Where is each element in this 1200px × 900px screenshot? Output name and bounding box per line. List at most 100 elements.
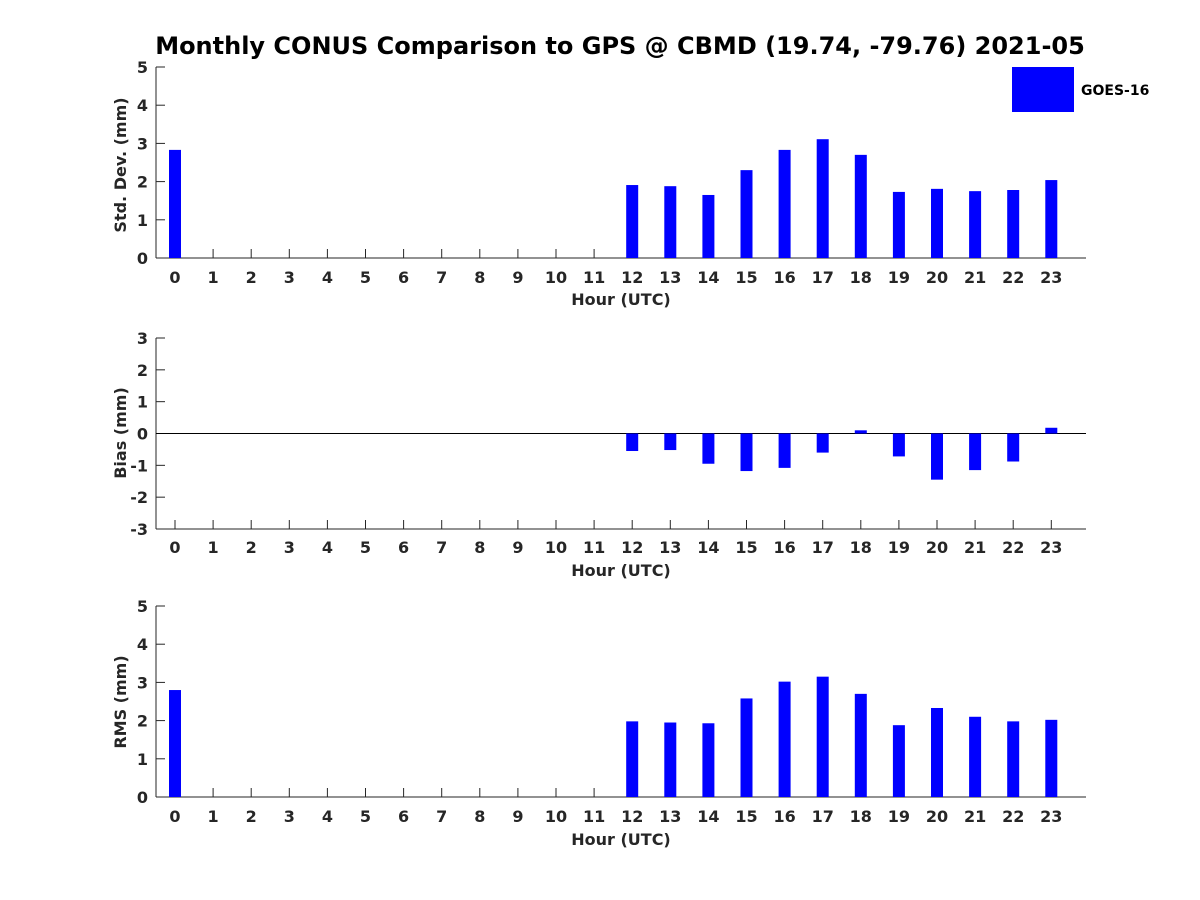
y-axis-label: Bias (mm) [111,387,130,479]
x-tick-label: 17 [812,538,834,557]
bar [892,725,905,797]
y-tick-label: 1 [137,393,148,412]
bar [1045,180,1058,258]
x-axis-label: Hour (UTC) [571,561,671,580]
x-tick-label: 5 [360,538,371,557]
x-tick-label: 18 [850,807,872,826]
y-axis-label: RMS (mm) [111,655,130,748]
bar [702,194,715,258]
bar [816,433,829,453]
y-tick-label: 3 [137,134,148,153]
bar [816,676,829,797]
bar [1045,719,1058,797]
x-tick-label: 9 [512,268,523,287]
x-tick-label: 1 [208,538,219,557]
x-tick-label: 6 [398,538,409,557]
bar [854,693,867,797]
x-tick-label: 9 [512,538,523,557]
bar [169,149,181,258]
x-tick-label: 11 [583,268,605,287]
x-tick-label: 23 [1040,538,1062,557]
x-tick-label: 13 [659,538,681,557]
x-tick-label: 14 [697,538,719,557]
x-tick-label: 15 [735,268,757,287]
y-tick-label: 3 [137,329,148,348]
bar [664,722,677,797]
chart-title: Monthly CONUS Comparison to GPS @ CBMD (… [155,32,1085,60]
x-tick-label: 2 [246,538,257,557]
x-axis-label: Hour (UTC) [571,290,671,309]
bar [1007,721,1020,797]
y-tick-label: 1 [137,211,148,230]
bar [1007,433,1020,462]
x-tick-label: 17 [812,268,834,287]
x-tick-label: 14 [697,268,719,287]
x-tick-label: 10 [545,538,567,557]
x-tick-label: 0 [169,268,180,287]
x-tick-label: 7 [436,268,447,287]
bar [740,170,753,258]
x-tick-label: 8 [474,268,485,287]
x-tick-label: 23 [1040,268,1062,287]
x-tick-label: 3 [284,807,295,826]
bar [816,139,829,258]
y-tick-label: 0 [137,249,148,268]
y-tick-label: 2 [137,173,148,192]
y-tick-label: 3 [137,673,148,692]
x-tick-label: 18 [850,268,872,287]
bar [740,433,753,472]
x-tick-label: 5 [360,268,371,287]
y-tick-label: 0 [137,425,148,444]
bar [702,723,715,797]
x-tick-label: 8 [474,807,485,826]
y-tick-label: -3 [130,520,148,539]
bar [854,154,867,258]
x-tick-label: 3 [284,268,295,287]
bar [169,690,181,797]
x-tick-label: 21 [964,538,986,557]
bar [892,433,905,457]
x-tick-label: 0 [169,538,180,557]
x-tick-label: 11 [583,538,605,557]
x-tick-label: 0 [169,807,180,826]
y-tick-label: 5 [137,58,148,77]
bar [931,433,943,480]
bar [664,433,677,451]
x-tick-label: 11 [583,807,605,826]
x-tick-label: 22 [1002,268,1024,287]
x-tick-label: 3 [284,538,295,557]
x-tick-label: 1 [208,807,219,826]
x-tick-label: 7 [436,807,447,826]
bar [664,186,677,258]
bar [626,721,639,797]
bar [702,433,715,464]
x-tick-label: 17 [812,807,834,826]
bar [931,707,943,797]
x-tick-label: 20 [926,538,948,557]
bar [892,191,905,258]
x-tick-label: 12 [621,268,643,287]
bar [740,698,753,797]
bar [626,185,639,258]
bar [931,188,943,258]
x-tick-label: 16 [773,807,795,826]
x-tick-label: 23 [1040,807,1062,826]
bar [969,191,982,258]
bar [626,433,639,452]
bar [969,433,982,471]
x-tick-label: 21 [964,268,986,287]
y-tick-label: 2 [137,361,148,380]
y-axis-label: Std. Dev. (mm) [111,97,130,232]
x-tick-label: 13 [659,268,681,287]
bar [778,433,791,468]
x-tick-label: 2 [246,268,257,287]
x-tick-label: 20 [926,268,948,287]
x-tick-label: 16 [773,268,795,287]
bar [1007,190,1020,258]
x-tick-label: 12 [621,538,643,557]
x-tick-label: 16 [773,538,795,557]
